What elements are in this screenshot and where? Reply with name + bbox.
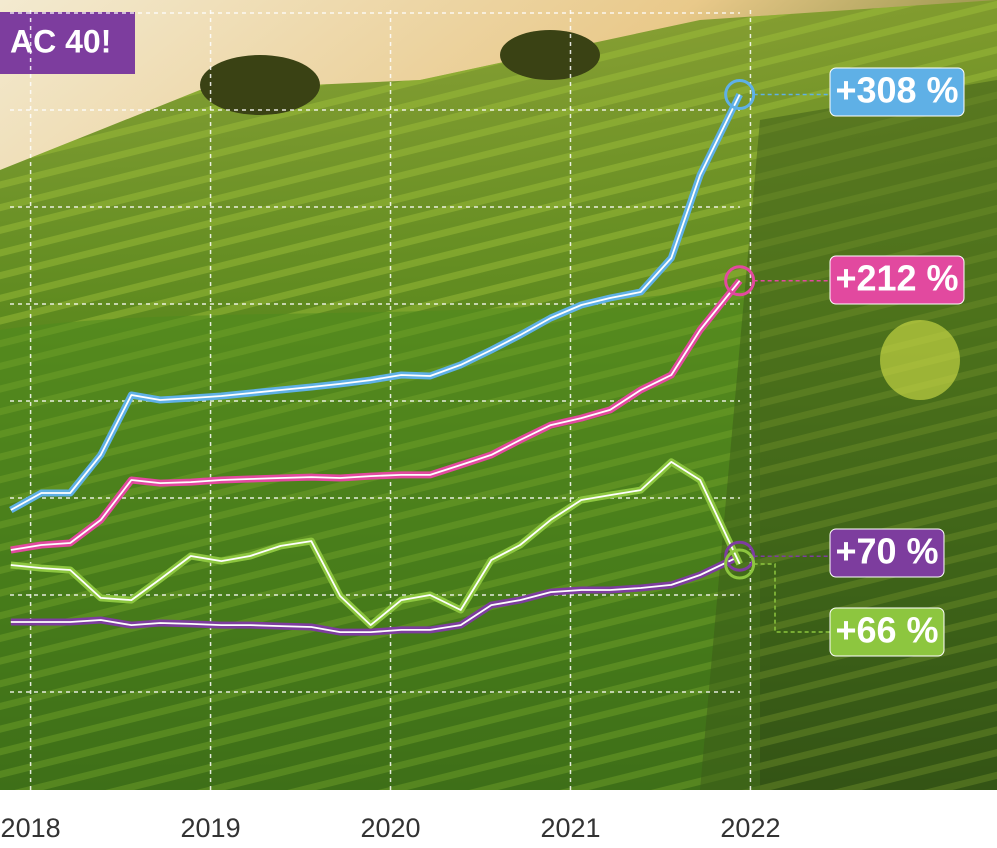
x-tick-label: 2022 <box>720 813 780 843</box>
data-label: +212 % <box>835 258 958 299</box>
x-tick-label: 2018 <box>1 813 61 843</box>
page: AC 40! 2018 2019 2020 2021 2022 +308 % +212 % +… <box>0 0 997 848</box>
x-tick-label: 2019 <box>181 813 241 843</box>
x-tick-label: 2020 <box>360 813 420 843</box>
data-label: +66 % <box>835 610 938 651</box>
chart: AC 40! 2018 2019 2020 2021 2022 +308 % +212 % +… <box>0 0 997 848</box>
axis-strip <box>0 790 997 848</box>
data-label: +308 % <box>835 70 958 111</box>
x-tick-label: 2021 <box>540 813 600 843</box>
data-label: +70 % <box>835 531 938 572</box>
chart-title: AC 40! <box>10 23 111 59</box>
